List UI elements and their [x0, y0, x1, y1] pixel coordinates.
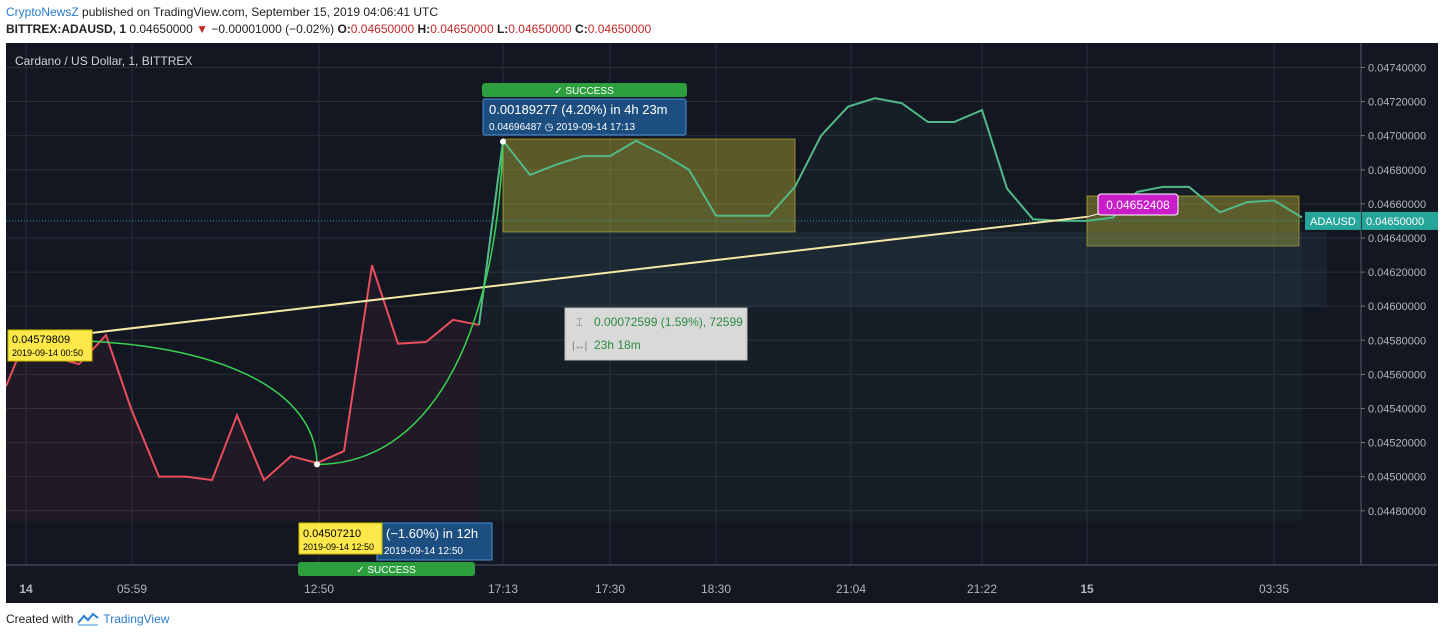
range-zones: [502, 138, 1327, 307]
publish-info: CryptoNewsZ published on TradingView.com…: [6, 5, 438, 19]
drop-change-text: (−1.60%) in 12h: [386, 526, 478, 541]
low-point-label-box: [7, 329, 93, 362]
trend-end-label: 0.04652408: [1106, 198, 1170, 212]
y-tick-label: 0.04500000: [1368, 472, 1426, 484]
y-tick-label: 0.04480000: [1368, 506, 1426, 518]
close-label: C:: [575, 22, 588, 36]
y-tick-label: 0.04540000: [1368, 403, 1426, 415]
drop-point-label-box: [298, 522, 383, 555]
x-tick-label: 03:35: [1259, 582, 1289, 596]
trend-end-label-box: [1097, 193, 1179, 216]
current-symbol-text: ADAUSD: [1310, 216, 1356, 228]
low-value: 0.04650000: [508, 22, 572, 36]
x-tick-label: 21:22: [967, 582, 997, 596]
low-point-price: 0.04579809: [12, 334, 70, 346]
price-axis[interactable]: 0.04740000 0.04720000 0.04700000 0.04680000…: [1361, 62, 1426, 518]
high-success-bar: [482, 83, 687, 97]
drop-point-price: 0.04507210: [303, 528, 361, 540]
rise-arrow: [316, 141, 504, 466]
annotation-labels: 0.04579809 2019-09-14 00:50 (−1.60%) in 12…: [7, 83, 1438, 576]
y-tick-label: 0.04680000: [1368, 165, 1426, 177]
tradingview-brand[interactable]: TradingView: [103, 612, 170, 626]
x-tick-label: 12:50: [304, 582, 334, 596]
grid: [6, 43, 1361, 565]
y-tick-label: 0.04660000: [1368, 199, 1426, 211]
x-tick-label: 17:30: [595, 582, 625, 596]
measure-change-text: 0.00072599 (1.59%), 72599: [594, 315, 743, 329]
price-chart[interactable]: Cardano / US Dollar, 1, BITTREX 0.047400…: [6, 43, 1438, 603]
open-value: 0.04650000: [350, 22, 415, 36]
high-point: [500, 138, 506, 145]
high-value: 0.04650000: [430, 22, 494, 36]
x-tick-label: 14: [19, 582, 33, 596]
y-tick-label: 0.04620000: [1368, 267, 1426, 279]
ohlc-bar: BITTREX:ADAUSD, 1 0.04650000 ▼ −0.000010…: [6, 22, 651, 36]
current-price-text: 0.04650000: [1366, 216, 1424, 228]
measure-height-icon: ⌶: [576, 317, 583, 329]
series-area: [479, 98, 1302, 522]
y-tick-label: 0.04700000: [1368, 131, 1426, 143]
publish-text: published on TradingView.com, September …: [82, 5, 439, 19]
tradingview-logo-icon: [77, 612, 99, 626]
high-change-text: 0.00189277 (4.20%) in 4h 23m: [489, 102, 668, 117]
series-line-down: [6, 264, 480, 482]
y-tick-label: 0.04740000: [1368, 62, 1426, 74]
high-success-text: ✓ SUCCESS: [554, 86, 614, 97]
price-change: −0.00001000 (−0.02%): [211, 22, 335, 36]
measure-box: [564, 307, 748, 361]
y-tick-label: 0.04560000: [1368, 369, 1426, 381]
drop-success-bar: [298, 562, 475, 576]
x-tick-label: 17:13: [488, 582, 518, 596]
y-tick-label: 0.04600000: [1368, 301, 1426, 313]
open-label: O:: [337, 22, 351, 36]
trend-line: [25, 215, 1088, 342]
symbol-label: BITTREX:ADAUSD, 1: [6, 22, 127, 36]
drop-point: [314, 461, 320, 468]
low-point-date: 2019-09-14 00:50: [12, 348, 83, 358]
time-axis[interactable]: 14 05:59 12:50 17:13 17:30 18:30 21:04 21:22 15 0…: [19, 582, 1289, 596]
measure-time-icon: |↔|: [572, 341, 587, 352]
down-arrow-icon: ▼: [196, 22, 208, 36]
close-value: 0.04650000: [587, 22, 652, 36]
x-tick-label: 05:59: [117, 582, 147, 596]
y-tick-label: 0.04520000: [1368, 438, 1426, 450]
drop-change-box: [376, 522, 493, 561]
y-tick-label: 0.04720000: [1368, 97, 1426, 109]
drop-change-date: 2019-09-14 12:50: [384, 546, 463, 557]
footer: Created with TradingView: [6, 612, 169, 626]
last-price: 0.04650000: [129, 22, 193, 36]
x-tick-label: 18:30: [701, 582, 731, 596]
current-symbol-tag: [1305, 211, 1361, 230]
chart-title: Cardano / US Dollar, 1, BITTREX: [15, 54, 192, 68]
x-tick-label: 15: [1080, 582, 1094, 596]
measure-time-text: 23h 18m: [594, 338, 641, 352]
high-price-text: 0.04696487 ◷ 2019-09-14 17:13: [489, 122, 636, 133]
high-label: H:: [417, 22, 431, 36]
y-tick-label: 0.04640000: [1368, 233, 1426, 245]
series-line-up: [478, 97, 1303, 326]
y-tick-label: 0.04580000: [1368, 335, 1426, 347]
low-label: L:: [496, 22, 509, 36]
high-change-box: [482, 98, 687, 136]
drop-point-date: 2019-09-14 12:50: [303, 542, 374, 552]
x-tick-label: 21:04: [836, 582, 866, 596]
author-link[interactable]: CryptoNewsZ: [6, 5, 79, 19]
drop-success-text: ✓ SUCCESS: [356, 565, 416, 576]
created-with-text: Created with: [6, 612, 74, 626]
current-price-tag: [1362, 211, 1438, 230]
